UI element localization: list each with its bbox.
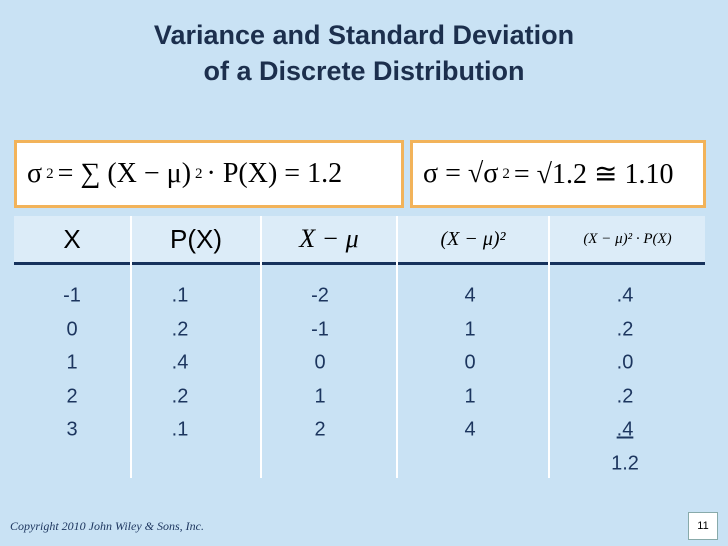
cell: .2 <box>171 385 189 407</box>
copyright: Copyright 2010 John Wiley & Sons, Inc. <box>10 519 204 533</box>
formula-sup: 2 <box>195 165 203 182</box>
header-rule <box>14 216 705 265</box>
column-divider <box>262 262 398 478</box>
column-divider <box>14 262 132 478</box>
cell: .4 <box>616 418 634 441</box>
column-divider <box>398 262 550 478</box>
header-cell: P(X) <box>132 216 262 262</box>
cell: .4 <box>616 284 634 307</box>
cell: 0 <box>314 351 326 374</box>
header-cell: (X − μ)² <box>398 216 550 262</box>
formula-sup: 2 <box>502 165 510 182</box>
formula-part: · P(X) = 1.2 <box>206 158 343 189</box>
cell: 0 <box>66 318 78 340</box>
formula-part: σ <box>27 158 43 189</box>
header-cell: X <box>14 216 132 262</box>
cell: 1 <box>314 385 326 407</box>
cell: -2 <box>311 284 329 307</box>
cell: 0 <box>464 351 476 374</box>
title-line: Variance and Standard Deviation <box>153 20 575 50</box>
title-line: of a Discrete Distribution <box>203 56 525 86</box>
cell: .2 <box>616 318 634 340</box>
cell: .2 <box>171 318 189 340</box>
cell: -1 <box>63 284 81 307</box>
formula-part: = √1.2 ≅ 1.10 <box>513 159 674 190</box>
cell: .0 <box>616 351 634 374</box>
formula-sup: 2 <box>46 165 54 182</box>
cell: .1 <box>171 418 189 441</box>
cell: 1 <box>464 318 476 340</box>
cell: -1 <box>311 318 329 340</box>
cell: 2 <box>314 418 326 441</box>
cell: 4 <box>464 418 476 441</box>
cell: 1 <box>66 351 78 374</box>
cell: 1 <box>464 385 476 407</box>
formula-part: σ = √σ <box>423 158 499 189</box>
cell: 2 <box>66 385 78 407</box>
page-number: 11 <box>688 512 718 540</box>
formula-sd: σ = √σ 2 = √1.2 ≅ 1.10 <box>410 140 706 208</box>
cell: 4 <box>464 284 476 307</box>
formula-variance: σ 2 = ∑ (X − μ) 2 · P(X) = 1.2 <box>14 140 404 208</box>
header-cell: (X − μ)² · P(X) <box>550 216 705 262</box>
cell: .1 <box>171 284 189 307</box>
header-cell: X − μ <box>262 216 398 262</box>
column-divider <box>132 262 262 478</box>
cell: .4 <box>171 351 189 374</box>
cell: 3 <box>66 418 78 441</box>
formula-part: = ∑ (X − μ) <box>57 158 192 189</box>
total: 1.2 <box>611 452 639 474</box>
cell: .2 <box>616 385 634 407</box>
